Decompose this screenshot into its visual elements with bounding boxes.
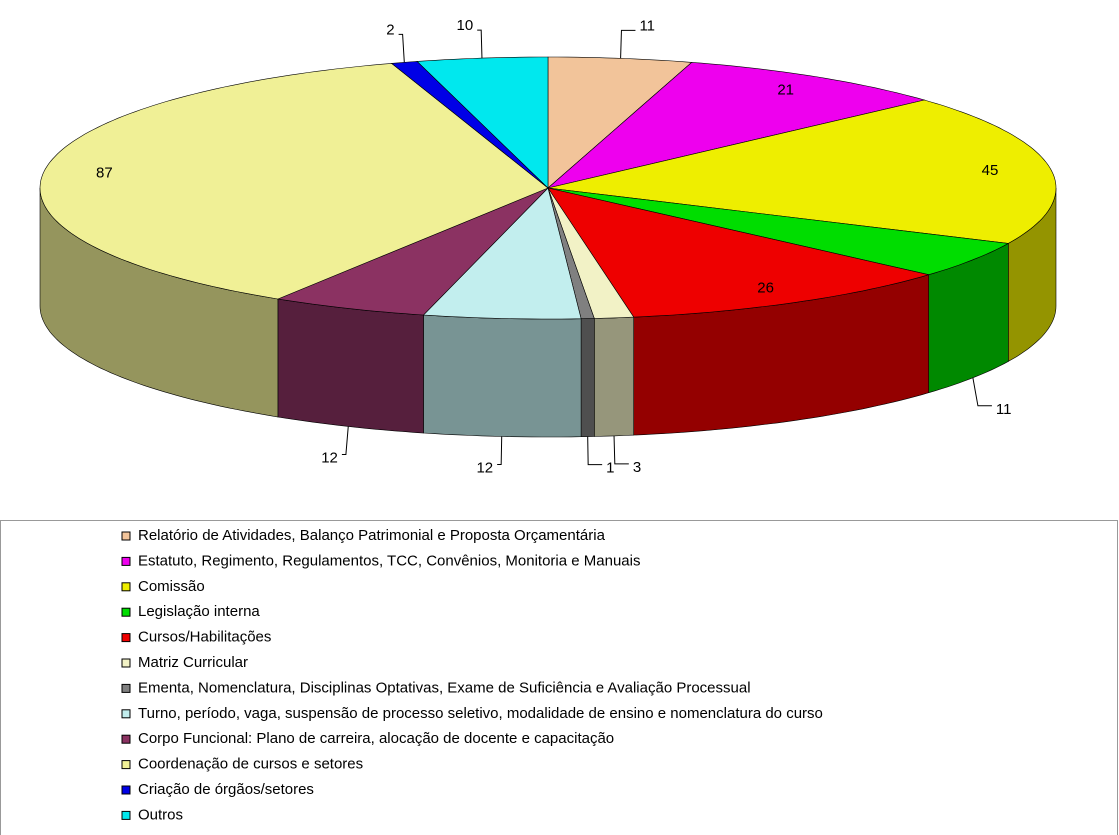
- legend-swatch: [121, 556, 131, 566]
- leader-line: [477, 29, 483, 59]
- legend-swatch: [121, 658, 131, 668]
- legend-swatch: [121, 785, 131, 795]
- legend-label: Coordenação de cursos e setores: [138, 756, 363, 773]
- slice-side: [277, 298, 424, 434]
- data-label: 87: [96, 165, 113, 182]
- slice: [547, 187, 1010, 276]
- data-label: 12: [321, 449, 338, 466]
- data-label: 3: [633, 459, 641, 476]
- legend-label: Turno, período, vaga, suspensão de proce…: [138, 705, 823, 722]
- data-label: 2: [386, 21, 394, 38]
- slice: [547, 62, 926, 189]
- legend-label: Outros: [138, 806, 183, 823]
- leader-line: [398, 33, 405, 63]
- legend-label: Cursos/Habilitações: [138, 629, 271, 646]
- data-label: 21: [777, 81, 794, 98]
- leader-line: [972, 377, 992, 407]
- slice: [547, 56, 693, 189]
- legend-swatch: [121, 683, 131, 693]
- legend-swatch: [121, 607, 131, 617]
- slice: [547, 187, 930, 318]
- data-label: 1: [606, 460, 614, 477]
- slice: [547, 99, 1057, 244]
- legend-swatch: [121, 531, 131, 541]
- data-label: 10: [456, 17, 473, 34]
- legend-label: Criação de órgãos/setores: [138, 781, 314, 798]
- leader-line: [497, 436, 503, 465]
- slice-side: [594, 316, 634, 437]
- data-label: 11: [996, 401, 1012, 418]
- leader-line: [613, 435, 629, 465]
- leader-line: [587, 436, 603, 466]
- legend-label: Legislação interna: [138, 603, 260, 620]
- legend-box: [0, 520, 1118, 835]
- legend-label: Corpo Funcional: Plano de carreira, aloc…: [138, 730, 614, 747]
- data-label: 11: [639, 17, 655, 34]
- leader-line: [341, 426, 349, 455]
- legend-label: Comissão: [138, 578, 205, 595]
- slice: [39, 63, 549, 300]
- legend-swatch: [121, 760, 131, 770]
- slice: [276, 187, 549, 316]
- leader-line: [620, 29, 636, 59]
- legend-label: Relatório de Atividades, Balanço Patrimo…: [138, 527, 606, 544]
- legend-swatch: [121, 734, 131, 744]
- legend-swatch: [121, 709, 131, 719]
- data-label: 26: [757, 280, 774, 297]
- legend-label: Matriz Curricular: [138, 654, 248, 671]
- data-label: 12: [476, 459, 493, 476]
- legend-label: Estatuto, Regimento, Regulamentos, TCC, …: [138, 552, 640, 569]
- slice: [422, 187, 582, 320]
- legend-swatch: [121, 810, 131, 820]
- slice-side: [580, 318, 595, 438]
- legend-label: Ementa, Nomenclatura, Disciplinas Optati…: [138, 679, 751, 696]
- data-label: 45: [982, 162, 999, 179]
- legend-swatch: [121, 633, 131, 643]
- legend-swatch: [121, 582, 131, 592]
- slice-side: [423, 314, 582, 438]
